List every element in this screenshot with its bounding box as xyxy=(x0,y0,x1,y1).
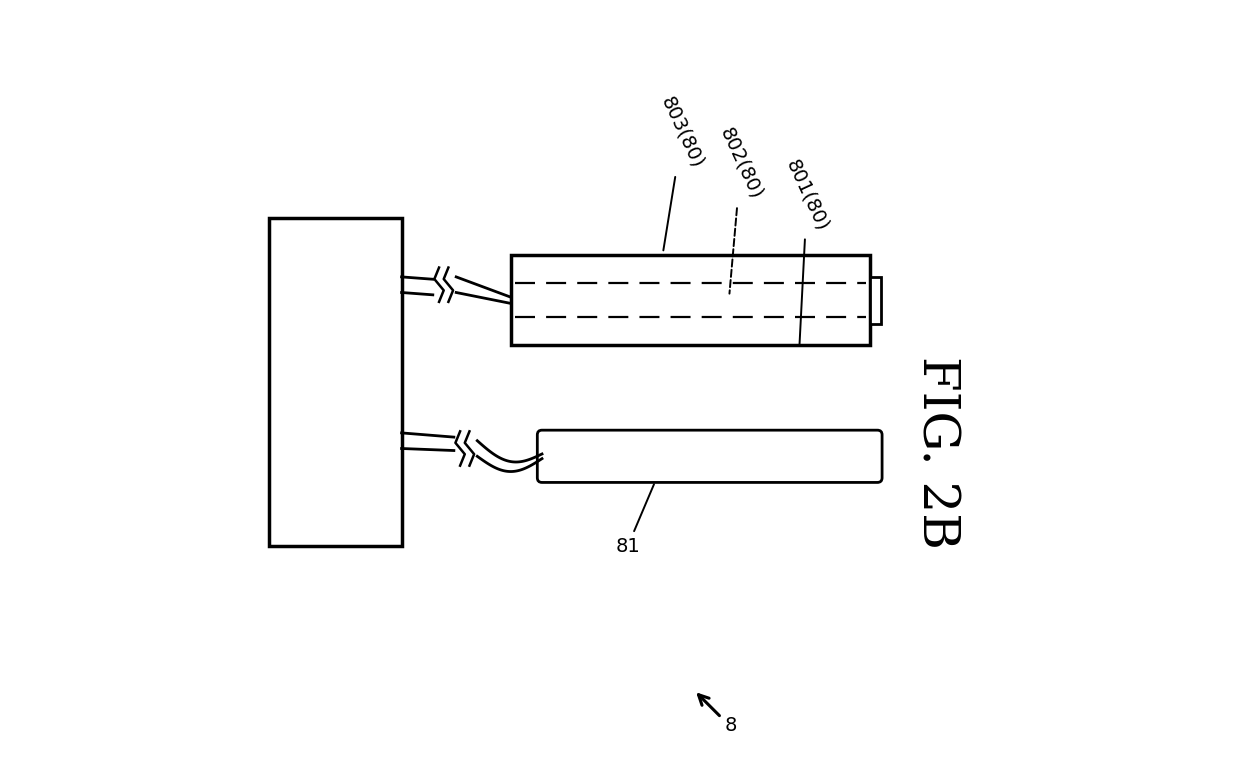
Text: 81: 81 xyxy=(615,484,653,555)
Text: FIG. 2B: FIG. 2B xyxy=(911,356,961,549)
Text: 801(80): 801(80) xyxy=(782,156,832,344)
Text: 8: 8 xyxy=(724,716,737,735)
Text: 803(80): 803(80) xyxy=(657,94,707,250)
FancyBboxPatch shape xyxy=(511,256,869,345)
FancyBboxPatch shape xyxy=(869,277,882,324)
FancyBboxPatch shape xyxy=(537,431,882,482)
FancyBboxPatch shape xyxy=(269,218,402,546)
Text: 802(80): 802(80) xyxy=(715,125,766,293)
